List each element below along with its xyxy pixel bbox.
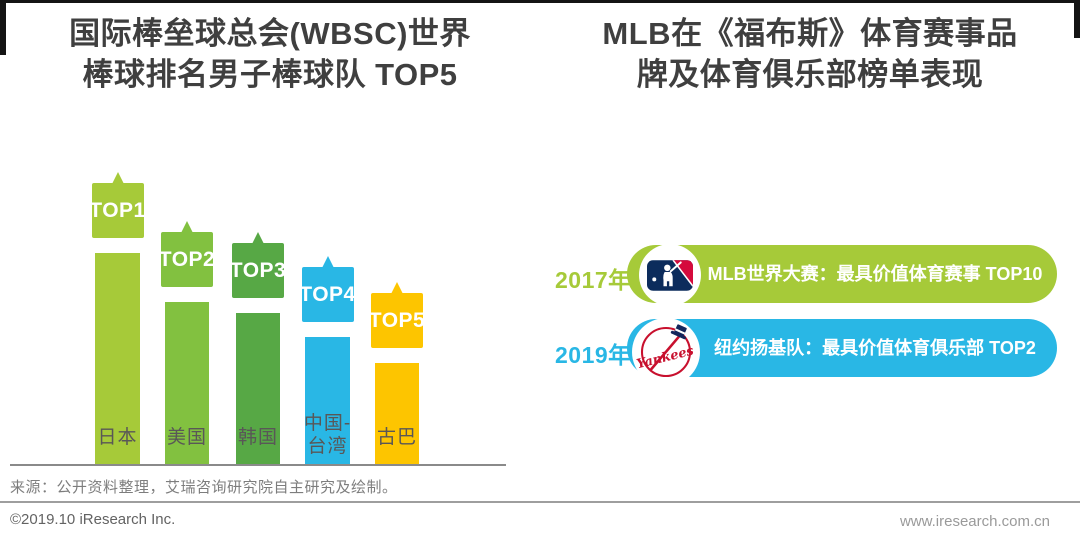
bar	[165, 302, 209, 466]
year-label-2017: 2017年	[555, 267, 632, 293]
right-panel-title: MLB在《福布斯》体育赛事品 牌及体育俱乐部榜单表现	[602, 16, 1018, 92]
bar-group-korea: TOP3 韩国	[230, 166, 286, 466]
bar	[95, 253, 140, 466]
achievement-pill-2019: 纽约扬基队：最具价值体育俱乐部 TOP2	[627, 319, 1057, 377]
mlb-logo-icon	[639, 244, 701, 306]
rank-label: TOP5	[368, 308, 426, 332]
bar-category-label: 日本	[97, 427, 138, 448]
rank-label: TOP4	[299, 282, 356, 306]
bar	[375, 363, 419, 466]
bar	[236, 313, 280, 466]
bar-group-usa: TOP2 美国	[159, 166, 215, 466]
rank-label: TOP3	[229, 258, 287, 282]
wbsc-ranking-bar-chart: TOP1 日本 TOP2 美国 TOP3 韩国 TOP4	[10, 166, 506, 466]
callout-spike-icon	[391, 282, 403, 294]
website-text: www.iresearch.com.cn	[899, 513, 1050, 530]
bar-category-label: 韩国	[237, 427, 278, 448]
achievement-text: 纽约扬基队：最具价值体育俱乐部 TOP2	[714, 338, 1036, 358]
x-axis-line	[10, 464, 506, 466]
callout-spike-icon	[252, 232, 264, 244]
bar-category-label: 中国- 台湾	[303, 413, 352, 457]
yankees-logo-icon: Yankees	[632, 318, 700, 386]
callout-spike-icon	[181, 221, 193, 233]
footer-divider	[0, 501, 1080, 503]
copyright-text: ©2019.10 iResearch Inc.	[10, 511, 176, 528]
source-note: 来源：公开资料整理，艾瑞咨询研究院自主研究及绘制。	[10, 479, 398, 496]
bar-callout: TOP3	[229, 232, 287, 298]
bar-category-label: 美国	[166, 427, 207, 448]
bar-callout: TOP1	[89, 172, 146, 238]
bar-category-label: 古巴	[376, 427, 417, 448]
rank-label: TOP1	[89, 198, 146, 222]
left-border-strip	[0, 0, 6, 55]
callout-spike-icon	[321, 256, 334, 268]
callout-spike-icon	[111, 172, 124, 184]
achievement-text: MLB世界大赛：最具价值体育赛事 TOP10	[707, 264, 1043, 284]
bar-group-japan: TOP1 日本	[89, 166, 145, 466]
bar-callout: TOP4	[299, 256, 356, 322]
top-border-strip	[0, 0, 1080, 3]
left-chart-title: 国际棒垒球总会(WBSC)世界 棒球排名男子棒球队 TOP5	[69, 16, 471, 92]
right-border-strip	[1074, 0, 1080, 38]
bar	[305, 337, 350, 466]
rank-label: TOP2	[158, 247, 216, 271]
bar-callout: TOP2	[158, 221, 216, 287]
year-label-2019: 2019年	[555, 342, 632, 368]
bar-group-chinese-taipei: TOP4 中国- 台湾	[299, 166, 355, 466]
bar-group-cuba: TOP5 古巴	[369, 166, 425, 466]
bar-callout: TOP5	[368, 282, 426, 348]
